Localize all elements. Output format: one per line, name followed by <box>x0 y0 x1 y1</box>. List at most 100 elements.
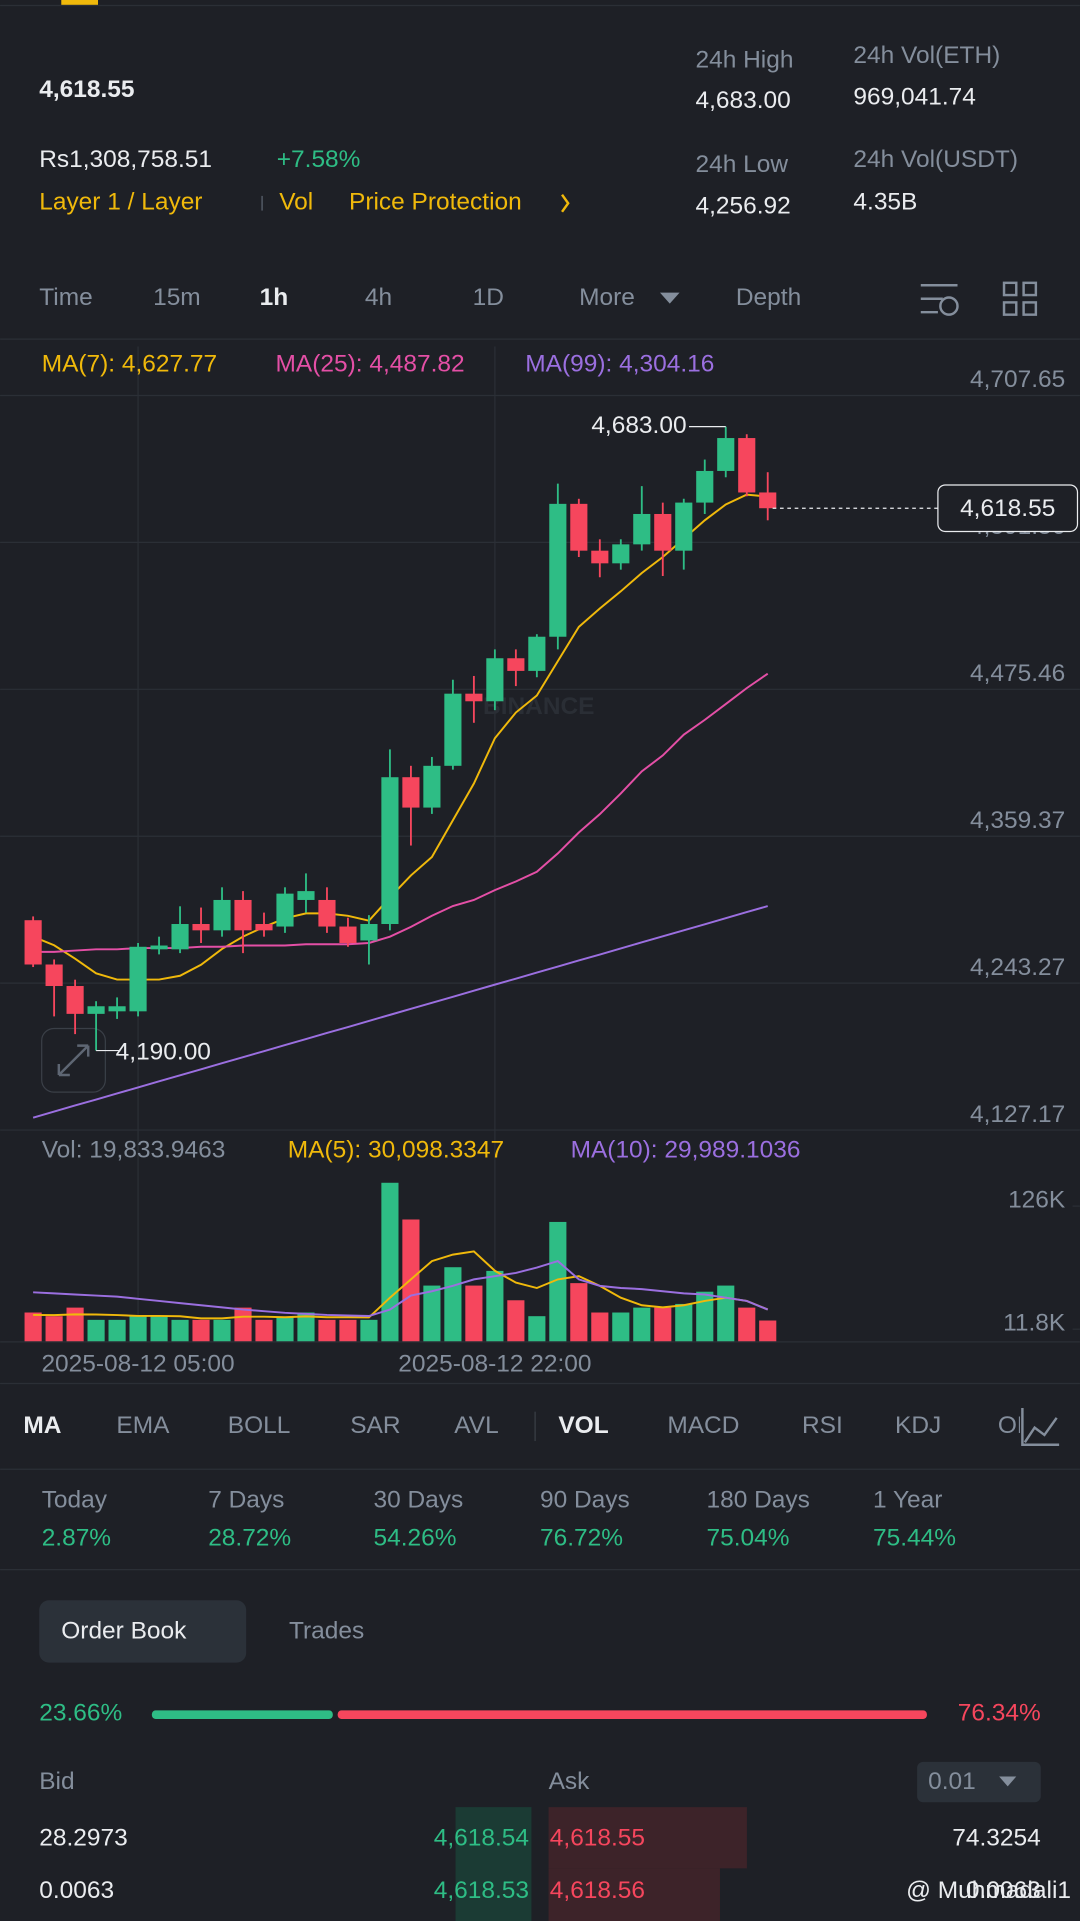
indicator-tab[interactable]: VOL <box>558 1412 608 1439</box>
bid-header: Bid <box>39 1768 74 1795</box>
volume-bar <box>507 1300 525 1342</box>
ma-line <box>33 1250 769 1320</box>
interval-tab[interactable]: Depth <box>736 284 801 311</box>
candle-body <box>213 899 231 931</box>
tab[interactable]: Trades <box>289 1618 364 1645</box>
bid-price: 4,618.53 <box>434 1877 529 1904</box>
chevron[interactable] <box>561 193 570 213</box>
legend-entry: MA(5): 30,098.3347 <box>288 1136 504 1163</box>
volume-bar <box>528 1316 546 1342</box>
stat-label: 24h Low <box>695 151 788 178</box>
stat-value: 969,041.74 <box>853 83 975 110</box>
ask-amount: 0.0063 <box>966 1877 1041 1904</box>
volume-bar <box>696 1291 714 1342</box>
legend-entry: MA(7): 4,627.77 <box>42 350 217 377</box>
volume-bar <box>318 1319 336 1342</box>
candle-body <box>570 503 588 551</box>
candle-body <box>654 513 672 551</box>
x-tick-label: 2025-08-12 05:00 <box>41 1351 234 1378</box>
indicator-tab[interactable]: RSI <box>802 1412 843 1439</box>
layout-icon[interactable] <box>1002 281 1038 316</box>
indicator-tab[interactable]: BOLL <box>228 1412 291 1439</box>
ma-line <box>32 905 768 1119</box>
indicator-tab[interactable]: MA <box>23 1412 61 1439</box>
precision[interactable]: 0.01 <box>928 1768 976 1795</box>
interval-tab[interactable]: 15m <box>153 284 201 311</box>
y-tick-label: 4,127.17 <box>970 1101 1065 1128</box>
volume-bar <box>129 1316 147 1342</box>
content: 4,618.55 Rs1,308,758.51 +7.58% Layer 1 / La… <box>0 42 1080 1904</box>
expand-button[interactable] <box>41 1027 106 1093</box>
candle-body <box>465 693 483 702</box>
candle-body <box>129 946 147 1012</box>
volume-bar <box>297 1312 315 1342</box>
candle-body <box>339 926 357 943</box>
y-tick-label: 4,707.65 <box>970 366 1065 393</box>
volume-bar <box>276 1317 294 1342</box>
bid-price: 4,618.54 <box>434 1824 529 1851</box>
volume-bar <box>87 1319 105 1342</box>
volume-bar <box>360 1319 378 1342</box>
candle-body <box>318 899 336 927</box>
indicator-tab[interactable]: EMA <box>116 1412 170 1439</box>
ma-line <box>33 1259 769 1318</box>
period-label: 1 Year <box>873 1487 942 1514</box>
candle-body <box>738 438 756 493</box>
bid-ratio-bar <box>151 1710 333 1719</box>
ask-ratio-bar <box>337 1710 927 1719</box>
bid-amount: 28.2973 <box>39 1824 127 1851</box>
volume-bar <box>444 1267 462 1342</box>
candle-body <box>444 693 462 766</box>
interval-tab[interactable]: More <box>579 284 635 311</box>
indicator-tab[interactable]: AVL <box>454 1412 498 1439</box>
candle-body <box>633 513 651 545</box>
candle-body <box>696 470 714 503</box>
volume-bar <box>486 1270 504 1342</box>
interval-tab[interactable]: Time <box>39 284 92 311</box>
indicator-tab[interactable]: KDJ <box>895 1412 941 1439</box>
active-tab[interactable] <box>39 1600 247 1663</box>
volume-legend: Vol: 19,833.9463 <box>42 1136 226 1163</box>
indicator-tab[interactable]: OBV <box>998 1412 1050 1439</box>
period-change: 28.72% <box>208 1524 291 1551</box>
candle-body <box>24 920 42 965</box>
period-change: 75.44% <box>873 1524 956 1551</box>
ask-ratio: 76.34% <box>958 1700 1041 1727</box>
candle-body <box>108 1006 126 1012</box>
candle-body <box>192 924 210 931</box>
indicator-tab[interactable]: SAR <box>350 1412 400 1439</box>
change: +7.58% <box>277 146 361 173</box>
candle-body <box>360 924 378 941</box>
volume-bar <box>465 1285 483 1342</box>
stat-value: 4.35B <box>853 189 917 216</box>
period-change: 76.72% <box>540 1524 623 1551</box>
settings-icon[interactable] <box>920 284 959 316</box>
period-change: 2.87% <box>42 1524 111 1551</box>
chart-icon[interactable] <box>1021 1407 1060 1446</box>
candle-body <box>45 964 63 987</box>
volume-bar <box>108 1319 126 1342</box>
price: 4,618.55 <box>39 76 134 103</box>
volume-bar <box>591 1312 609 1342</box>
indicator-tab[interactable]: MACD <box>667 1412 739 1439</box>
ask-header: Ask <box>549 1768 591 1795</box>
interval-tab[interactable]: 1h <box>260 284 289 311</box>
volume-bar <box>549 1221 567 1342</box>
min-marker: 4,190.00 <box>116 1038 211 1065</box>
y-tick-label: 126K <box>1008 1187 1066 1214</box>
candle-body <box>150 945 168 950</box>
interval-tab[interactable]: 1D <box>473 284 504 311</box>
candle-body <box>612 544 630 564</box>
period-label: 180 Days <box>707 1487 810 1514</box>
volume-bar <box>738 1307 756 1342</box>
stat-label: 24h Vol(USDT) <box>853 146 1018 173</box>
ask-price: 4,618.55 <box>550 1824 645 1851</box>
bid-ratio: 23.66% <box>39 1700 122 1727</box>
more-arrow[interactable] <box>659 292 680 304</box>
interval-tab[interactable]: 4h <box>365 284 392 311</box>
ma-line <box>32 493 768 981</box>
tab[interactable]: Order Book <box>61 1618 187 1645</box>
precision-select[interactable] <box>917 1761 1041 1803</box>
candle-body <box>759 492 777 509</box>
